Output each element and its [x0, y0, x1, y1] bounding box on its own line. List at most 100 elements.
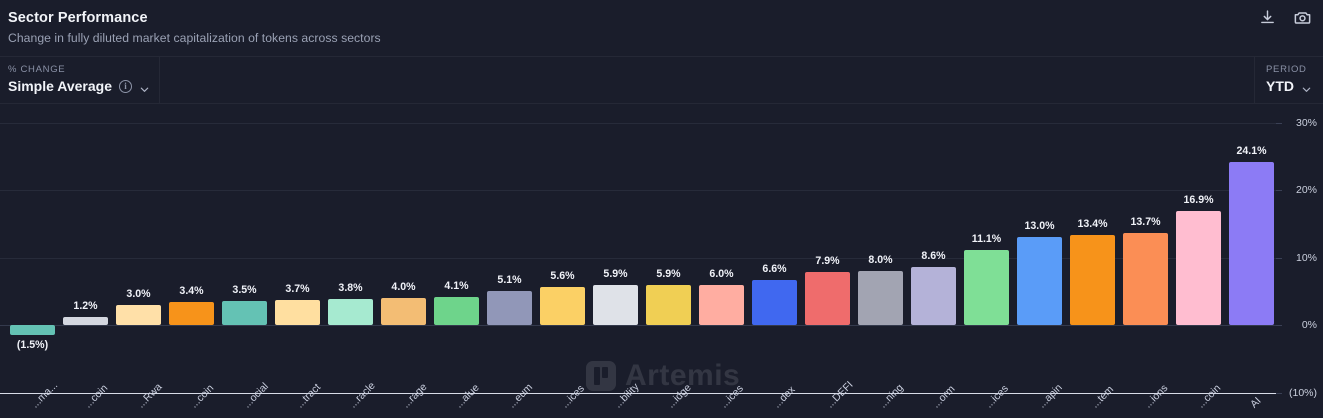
bar-value-label: 3.8%: [338, 282, 363, 295]
bar-group[interactable]: 16.9%: [1176, 104, 1221, 418]
bar-group[interactable]: 1.2%: [63, 104, 108, 418]
bar[interactable]: [911, 266, 956, 325]
bar-value-label: 1.2%: [73, 299, 98, 312]
download-icon: [1259, 9, 1276, 26]
bar-group[interactable]: 6.6%: [752, 104, 797, 418]
bar[interactable]: [1070, 234, 1115, 325]
bars-layer: (1.5%) 1.2% 3.0% 3.4% 3.5% 3.7% 3.8% 4.0% 4.1% 5.…: [0, 104, 1276, 418]
y-tick-mark: [1276, 122, 1282, 124]
header-actions: [1256, 6, 1313, 28]
bar[interactable]: [964, 250, 1009, 325]
bar[interactable]: [434, 297, 479, 325]
bar-group[interactable]: 5.9%: [593, 104, 638, 418]
period-selector-label: PERIOD: [1266, 64, 1307, 75]
y-tick-mark: [1276, 325, 1282, 326]
bar-group[interactable]: 3.0%: [116, 104, 161, 418]
bar-group[interactable]: 5.1%: [487, 104, 532, 418]
bar-value-label: 11.1%: [971, 233, 1002, 246]
zero-line: [0, 325, 1276, 326]
bar-group[interactable]: 5.9%: [646, 104, 691, 418]
chart-toolbar: % CHANGE Simple Average i PERIOD YTD: [0, 56, 1323, 104]
bar-group[interactable]: 6.0%: [699, 104, 744, 418]
bar-value-label: 3.0%: [126, 287, 151, 300]
bar[interactable]: [328, 299, 373, 325]
screenshot-button[interactable]: [1291, 6, 1313, 28]
period-selector[interactable]: PERIOD YTD: [1254, 57, 1323, 103]
period-selector-value: YTD: [1266, 78, 1294, 94]
bar[interactable]: [169, 302, 214, 325]
bar-value-label: 24.1%: [1236, 145, 1267, 158]
bar[interactable]: [1229, 162, 1274, 325]
bar[interactable]: [222, 301, 267, 325]
bar-group[interactable]: 13.4%: [1070, 104, 1115, 418]
period-selector-value-row: YTD: [1266, 77, 1311, 96]
info-icon[interactable]: i: [119, 80, 133, 93]
bar-value-label: 3.7%: [285, 283, 310, 296]
grid-line: [0, 122, 1276, 124]
bar-group[interactable]: 24.1%: [1229, 104, 1274, 418]
bar-value-label: 13.4%: [1077, 217, 1108, 230]
bar-value-label: 6.6%: [762, 263, 787, 276]
bar[interactable]: [752, 280, 797, 325]
bar[interactable]: [63, 316, 108, 325]
bar[interactable]: [1123, 232, 1168, 325]
y-tick-mark: [1276, 257, 1282, 259]
bar-group[interactable]: 8.6%: [911, 104, 956, 418]
chevron-down-icon[interactable]: [1301, 82, 1311, 92]
bar[interactable]: [593, 285, 638, 325]
bar-value-label: 16.9%: [1183, 193, 1214, 206]
bar-value-label: 8.6%: [921, 249, 946, 262]
bar-value-label: 3.4%: [179, 285, 204, 298]
bar-value-label: 6.0%: [709, 267, 734, 280]
y-axis-tick-label: 10%: [1295, 251, 1317, 264]
bar-value-label: 3.5%: [232, 284, 257, 297]
metric-selector[interactable]: % CHANGE Simple Average i: [0, 57, 161, 103]
bar-value-label: (1.5%): [16, 339, 49, 352]
bar[interactable]: [1176, 210, 1221, 325]
bar[interactable]: [116, 304, 161, 325]
bar[interactable]: [805, 271, 850, 325]
bar-group[interactable]: 3.5%: [222, 104, 267, 418]
bar[interactable]: [10, 325, 55, 336]
grid-line: [0, 257, 1276, 259]
y-axis-tick-label: 30%: [1295, 116, 1317, 129]
bar[interactable]: [275, 300, 320, 325]
bar[interactable]: [646, 285, 691, 325]
bar-group[interactable]: 7.9%: [805, 104, 850, 418]
bar-group[interactable]: 3.8%: [328, 104, 373, 418]
bar-group[interactable]: 4.1%: [434, 104, 479, 418]
page-subtitle: Change in fully diluted market capitaliz…: [8, 31, 381, 45]
bar-value-label: 5.6%: [550, 270, 575, 283]
bar-group[interactable]: 3.7%: [275, 104, 320, 418]
bar-value-label: 13.7%: [1130, 215, 1161, 228]
download-button[interactable]: [1256, 6, 1278, 28]
y-axis-tick-label: (10%): [1288, 386, 1317, 399]
bar[interactable]: [540, 287, 585, 325]
grid-line: [0, 190, 1276, 191]
bar[interactable]: [858, 271, 903, 325]
bar[interactable]: [699, 284, 744, 325]
metric-selector-value: Simple Average: [8, 78, 113, 94]
bar-group[interactable]: 13.7%: [1123, 104, 1168, 418]
y-tick-mark: [1276, 392, 1282, 394]
bar-value-label: 5.9%: [603, 268, 628, 281]
bar-value-label: 4.1%: [444, 280, 469, 293]
bar-group[interactable]: 13.0%: [1017, 104, 1062, 418]
bar[interactable]: [1017, 237, 1062, 325]
y-axis-tick-label: 0%: [1301, 319, 1317, 331]
bar-group[interactable]: 3.4%: [169, 104, 214, 418]
bar-group[interactable]: 8.0%: [858, 104, 903, 418]
bar[interactable]: [381, 298, 426, 325]
camera-icon: [1293, 8, 1312, 27]
bar-group[interactable]: 4.0%: [381, 104, 426, 418]
bar-value-label: 5.1%: [497, 273, 522, 286]
bar-chart: Artemis 30% 20% 10% 0% (10%) (1.5%) 1.2% 3.0% 3…: [0, 104, 1323, 418]
bar[interactable]: [487, 290, 532, 325]
bar-group[interactable]: (1.5%): [10, 104, 55, 418]
bar-group[interactable]: 11.1%: [964, 104, 1009, 418]
chevron-down-icon[interactable]: [139, 82, 149, 92]
bar-value-label: 4.0%: [391, 281, 416, 293]
x-axis-line: [0, 392, 1276, 394]
bar-group[interactable]: 5.6%: [540, 104, 585, 418]
